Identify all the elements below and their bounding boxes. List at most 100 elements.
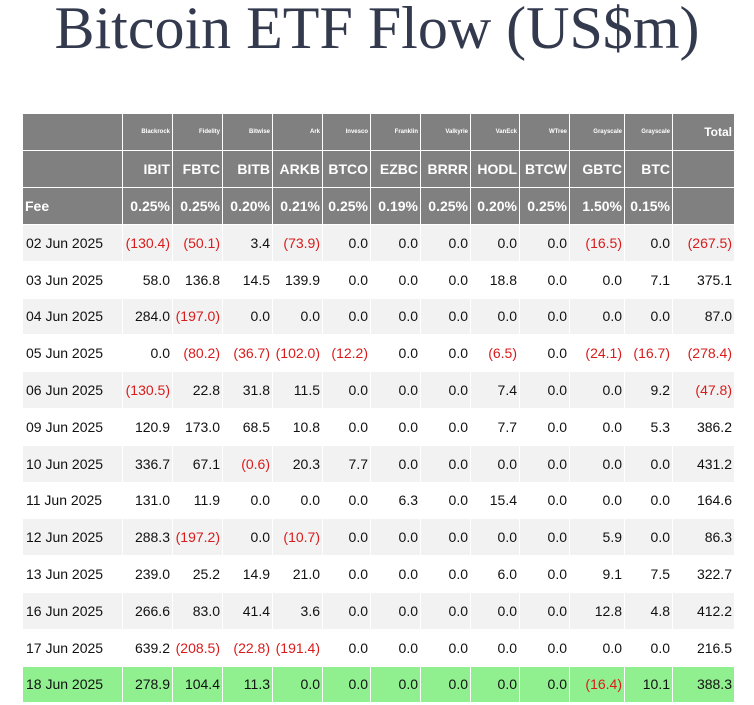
flow-cell: 0.0 bbox=[370, 260, 421, 299]
ticker-header: GBTC bbox=[569, 150, 625, 188]
flow-cell: 20.3 bbox=[272, 444, 323, 483]
date-cell: 16 Jun 2025 bbox=[22, 591, 123, 630]
issuer-header: Fidelity bbox=[172, 113, 223, 151]
flow-cell: 68.5 bbox=[222, 407, 273, 446]
fee-label: Fee bbox=[22, 187, 123, 225]
ticker-header: BTCO bbox=[322, 150, 371, 188]
flow-cell: 9.2 bbox=[624, 371, 673, 409]
total-cell: 431.2 bbox=[672, 444, 735, 483]
flow-cell: 0.0 bbox=[272, 481, 323, 520]
flow-cell: 3.6 bbox=[272, 591, 323, 630]
flow-cell: 0.0 bbox=[322, 665, 371, 704]
flow-cell: 0.0 bbox=[420, 555, 471, 593]
flow-cell: 288.3 bbox=[122, 518, 173, 557]
flow-cell: (12.2) bbox=[322, 334, 371, 373]
issuer-header: Invesco bbox=[322, 113, 371, 151]
flow-cell: (16.4) bbox=[569, 665, 625, 704]
flow-cell: 0.0 bbox=[470, 444, 520, 483]
flow-cell: 21.0 bbox=[272, 555, 323, 593]
flow-cell: 0.0 bbox=[370, 224, 421, 262]
flow-cell: 41.4 bbox=[222, 591, 273, 630]
date-cell: 10 Jun 2025 bbox=[22, 444, 123, 483]
flow-cell: 0.0 bbox=[519, 371, 570, 409]
issuer-header: Franklin bbox=[370, 113, 421, 151]
flow-cell: (130.5) bbox=[122, 371, 173, 409]
flow-cell: 0.0 bbox=[420, 591, 471, 630]
flow-cell: 0.0 bbox=[420, 260, 471, 299]
flow-cell: 0.0 bbox=[322, 297, 371, 336]
flow-cell: (73.9) bbox=[272, 224, 323, 262]
date-cell: 06 Jun 2025 bbox=[22, 371, 123, 409]
flow-cell: 0.0 bbox=[322, 555, 371, 593]
flow-cell: 0.0 bbox=[322, 260, 371, 299]
ticker-header: BTC bbox=[624, 150, 673, 188]
flow-cell: (24.1) bbox=[569, 334, 625, 373]
flow-cell: 0.0 bbox=[420, 665, 471, 704]
flow-cell: 0.0 bbox=[420, 371, 471, 409]
flow-cell: 0.0 bbox=[322, 407, 371, 446]
flow-cell: 15.4 bbox=[470, 481, 520, 520]
flow-cell: 131.0 bbox=[122, 481, 173, 520]
table-row: 13 Jun 2025 239.0 25.2 14.9 21.0 0.0 0.0 0.0 6.0… bbox=[22, 555, 735, 593]
flow-cell: 0.0 bbox=[420, 628, 471, 667]
flow-cell: (10.7) bbox=[272, 518, 323, 557]
flow-cell: 0.0 bbox=[519, 444, 570, 483]
fee-header-row: Fee 0.25% 0.25% 0.20% 0.21% 0.25% 0.19% … bbox=[22, 187, 735, 225]
fee-value: 0.15% bbox=[624, 187, 673, 225]
flow-cell: 0.0 bbox=[519, 334, 570, 373]
issuer-header: Valkyrie bbox=[420, 113, 471, 151]
flow-cell: 139.9 bbox=[272, 260, 323, 299]
flow-cell: 25.2 bbox=[172, 555, 223, 593]
flow-cell: 336.7 bbox=[122, 444, 173, 483]
ticker-header: HODL bbox=[470, 150, 520, 188]
flow-cell: (208.5) bbox=[172, 628, 223, 667]
flow-cell: (36.7) bbox=[222, 334, 273, 373]
fee-value: 0.25% bbox=[420, 187, 471, 225]
flow-cell: 0.0 bbox=[370, 555, 421, 593]
total-cell: 322.7 bbox=[672, 555, 735, 593]
flow-cell: 0.0 bbox=[624, 297, 673, 336]
issuer-header: VanEck bbox=[470, 113, 520, 151]
flow-cell: 83.0 bbox=[172, 591, 223, 630]
flow-cell: 0.0 bbox=[420, 518, 471, 557]
flow-cell: (6.5) bbox=[470, 334, 520, 373]
issuer-header: Grayscale bbox=[624, 113, 673, 151]
ticker-header: IBIT bbox=[122, 150, 173, 188]
flow-cell: 0.0 bbox=[470, 297, 520, 336]
flow-cell: 0.0 bbox=[420, 407, 471, 446]
flow-cell: 0.0 bbox=[569, 481, 625, 520]
flow-cell: 14.9 bbox=[222, 555, 273, 593]
table-row: 12 Jun 2025 288.3 (197.2) 0.0 (10.7) 0.0 0.0 0.… bbox=[22, 518, 735, 557]
page-title: Bitcoin ETF Flow (US$m) bbox=[54, 0, 700, 61]
flow-cell: 136.8 bbox=[172, 260, 223, 299]
fee-value: 0.25% bbox=[172, 187, 223, 225]
fee-value: 1.50% bbox=[569, 187, 625, 225]
flow-cell: (102.0) bbox=[272, 334, 323, 373]
flow-cell: 0.0 bbox=[470, 591, 520, 630]
flow-cell: (50.1) bbox=[172, 224, 223, 262]
fee-value: 0.20% bbox=[470, 187, 520, 225]
flow-cell: 104.4 bbox=[172, 665, 223, 704]
table-row: 09 Jun 2025 120.9 173.0 68.5 10.8 0.0 0.0 0.0 7.… bbox=[22, 407, 735, 446]
date-cell: 02 Jun 2025 bbox=[22, 224, 123, 262]
flow-cell: 0.0 bbox=[519, 297, 570, 336]
flow-cell: 639.2 bbox=[122, 628, 173, 667]
flow-cell: (16.7) bbox=[624, 334, 673, 373]
flow-cell: (22.8) bbox=[222, 628, 273, 667]
fee-value: 0.21% bbox=[272, 187, 323, 225]
date-cell: 12 Jun 2025 bbox=[22, 518, 123, 557]
fee-value: 0.19% bbox=[370, 187, 421, 225]
total-cell: (267.5) bbox=[672, 224, 735, 262]
flow-cell: 0.0 bbox=[470, 665, 520, 704]
flow-cell: 58.0 bbox=[122, 260, 173, 299]
fee-value: 0.25% bbox=[122, 187, 173, 225]
date-cell: 05 Jun 2025 bbox=[22, 334, 123, 373]
flow-cell: 278.9 bbox=[122, 665, 173, 704]
flow-cell: 7.7 bbox=[322, 444, 371, 483]
table-row: 04 Jun 2025 284.0 (197.0) 0.0 0.0 0.0 0.0 0.0 0.… bbox=[22, 297, 735, 336]
date-cell: 18 Jun 2025 bbox=[22, 665, 123, 704]
etf-flow-table-container: Blackrock Fidelity Bitwise Ark Invesco F… bbox=[22, 113, 735, 704]
flow-cell: 22.8 bbox=[172, 371, 223, 409]
issuer-header-row: Blackrock Fidelity Bitwise Ark Invesco F… bbox=[22, 113, 735, 151]
flow-cell: 0.0 bbox=[370, 591, 421, 630]
